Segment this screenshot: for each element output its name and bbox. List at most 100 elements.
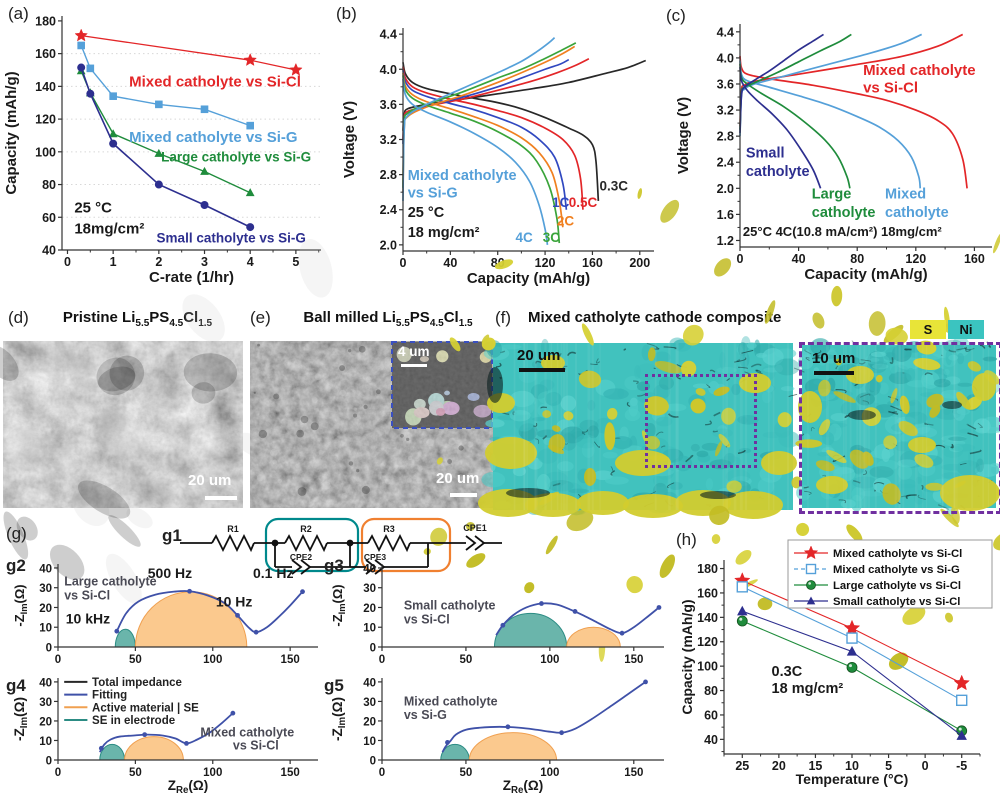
svg-text:5: 5: [292, 255, 299, 269]
scalebar-e-label: 20 um: [436, 470, 480, 487]
svg-text:100: 100: [540, 654, 559, 666]
svg-text:Small catholyte vs Si-G: Small catholyte vs Si-G: [157, 231, 306, 246]
svg-text:5: 5: [885, 759, 892, 773]
svg-text:4.0: 4.0: [380, 63, 397, 77]
svg-text:40: 40: [363, 677, 376, 689]
svg-text:4C: 4C: [515, 230, 533, 245]
svg-text:30: 30: [39, 697, 52, 709]
chart-nyquist-small-sicl: 0 50 100 150 0 10 20 30 40 -ZIm(Ω) Small catholyte…: [330, 563, 664, 666]
sem-image-ball-milled: [250, 340, 493, 508]
svg-text:0: 0: [46, 643, 52, 655]
scalebar-f-right: [814, 371, 854, 375]
svg-text:40: 40: [792, 252, 806, 266]
svg-text:-ZIm(Ω): -ZIm(Ω): [12, 584, 29, 626]
panel-label-g3: g3: [324, 556, 344, 575]
svg-text:160: 160: [697, 586, 718, 600]
svg-text:150: 150: [281, 767, 300, 779]
svg-text:120: 120: [535, 256, 556, 270]
svg-text:50: 50: [129, 654, 142, 666]
svg-text:2.8: 2.8: [380, 168, 397, 182]
svg-text:3.2: 3.2: [380, 133, 397, 147]
svg-text:Mixed catholyte vs Si-G: Mixed catholyte vs Si-G: [833, 564, 960, 576]
svg-text:4.0: 4.0: [717, 51, 734, 65]
svg-text:Mixed catholyte vs Si-Cl: Mixed catholyte vs Si-Cl: [129, 73, 301, 90]
svg-text:0.5C: 0.5C: [569, 195, 598, 210]
svg-text:40: 40: [39, 563, 52, 575]
svg-text:ZRe(Ω): ZRe(Ω): [503, 778, 544, 796]
svg-text:3.6: 3.6: [717, 77, 734, 91]
svg-text:40: 40: [363, 563, 376, 575]
svg-text:R2: R2: [300, 524, 312, 534]
svg-text:Small catholyte vs Si-Cl: Small catholyte vs Si-Cl: [833, 596, 960, 608]
svg-text:1: 1: [110, 255, 117, 269]
panel-label-g: (g): [6, 524, 27, 543]
chart-canvas: 0 40 80 120 160 1.2 1.6 2.0 2.4 2.8 3.2 3.6 4.0 4.4 Ca…: [675, 24, 992, 283]
svg-text:3.2: 3.2: [717, 104, 734, 118]
svg-text:ZRe(Ω): ZRe(Ω): [168, 778, 209, 796]
svg-text:140: 140: [35, 80, 56, 94]
svg-text:Mixed: Mixed: [885, 187, 926, 203]
chart-temperature-capacity: 25 20 15 10 5 0 -5 40 60 80 100 120 140 160 180 Tempera…: [679, 539, 993, 787]
svg-text:100: 100: [203, 767, 222, 779]
svg-text:Capacity (mAh/g): Capacity (mAh/g): [467, 270, 590, 287]
svg-text:25 °C: 25 °C: [74, 199, 112, 216]
svg-text:15: 15: [808, 759, 822, 773]
svg-text:60: 60: [704, 708, 718, 722]
svg-text:2.0: 2.0: [380, 238, 397, 252]
svg-text:100: 100: [203, 654, 222, 666]
svg-text:50: 50: [460, 767, 473, 779]
svg-text:120: 120: [35, 113, 56, 127]
svg-text:0: 0: [400, 256, 407, 270]
circuit-label-g1: g1: [162, 526, 182, 545]
svg-text:100: 100: [697, 660, 718, 674]
panel-label-a: (a): [8, 4, 29, 23]
svg-text:80: 80: [850, 252, 864, 266]
svg-text:100: 100: [35, 145, 56, 159]
equivalent-circuit: R1 R2 CPE2 R3 CPE3 CPE1: [180, 517, 502, 575]
chart-rate-capability: 0 1 2 3 4 5 40 60 80 100 120 140 160 180 C-rate (1/hr)…: [3, 14, 321, 286]
panel-label-e: (e): [250, 308, 271, 327]
svg-text:3C: 3C: [543, 230, 561, 245]
chart-nyquist-mixed-sig: 0 50 100 150 0 10 20 30 40 ZRe(Ω) -ZIm(Ω) Mixed cat…: [330, 677, 664, 796]
svg-text:4: 4: [247, 255, 254, 269]
panel-label-b: (b): [336, 4, 357, 23]
svg-text:18 mg/cm²: 18 mg/cm²: [408, 225, 480, 241]
svg-text:Voltage (V): Voltage (V): [341, 101, 358, 178]
svg-text:0: 0: [46, 756, 52, 768]
svg-text:20: 20: [363, 603, 376, 615]
eds-map-zoom: [709, 233, 1000, 670]
svg-text:150: 150: [624, 767, 643, 779]
panel-label-d: (d): [8, 308, 29, 327]
eds-legend-sulfur: S: [910, 320, 946, 339]
svg-text:200: 200: [629, 256, 650, 270]
svg-text:Active material | SE: Active material | SE: [92, 702, 199, 714]
svg-text:2.4: 2.4: [717, 156, 734, 170]
svg-text:0: 0: [737, 252, 744, 266]
svg-text:120: 120: [905, 252, 926, 266]
svg-text:CPE3: CPE3: [364, 552, 386, 562]
svg-text:catholyte: catholyte: [885, 205, 949, 221]
chart-canvas: 25 20 15 10 5 0 -5 40 60 80 100 120 140 160 180 Tempera…: [679, 539, 993, 787]
svg-text:2.0: 2.0: [717, 182, 734, 196]
scalebar-f-left: [519, 368, 565, 372]
svg-text:18mg/cm²: 18mg/cm²: [74, 221, 144, 238]
svg-text:180: 180: [697, 562, 718, 576]
panel-f-title: Mixed catholyte cathode composite: [528, 309, 782, 326]
svg-text:C-rate (1/hr): C-rate (1/hr): [149, 269, 234, 286]
svg-text:160: 160: [582, 256, 603, 270]
svg-text:180: 180: [35, 14, 56, 28]
svg-text:150: 150: [281, 654, 300, 666]
svg-text:500 Hz: 500 Hz: [148, 565, 192, 581]
svg-text:160: 160: [35, 47, 56, 61]
svg-text:20: 20: [772, 759, 786, 773]
chart-canvas: 0 50 100 150 0 10 20 30 40 ZRe(Ω) -ZIm(Ω) Mixed cat…: [12, 677, 318, 796]
svg-text:30: 30: [363, 697, 376, 709]
eds-element-legend: S Ni: [910, 320, 984, 339]
svg-text:10: 10: [363, 736, 376, 748]
svg-text:Voltage (V): Voltage (V): [675, 97, 692, 174]
svg-text:10: 10: [39, 736, 52, 748]
svg-text:10: 10: [845, 759, 859, 773]
svg-text:2C: 2C: [557, 214, 575, 229]
svg-text:140: 140: [697, 611, 718, 625]
